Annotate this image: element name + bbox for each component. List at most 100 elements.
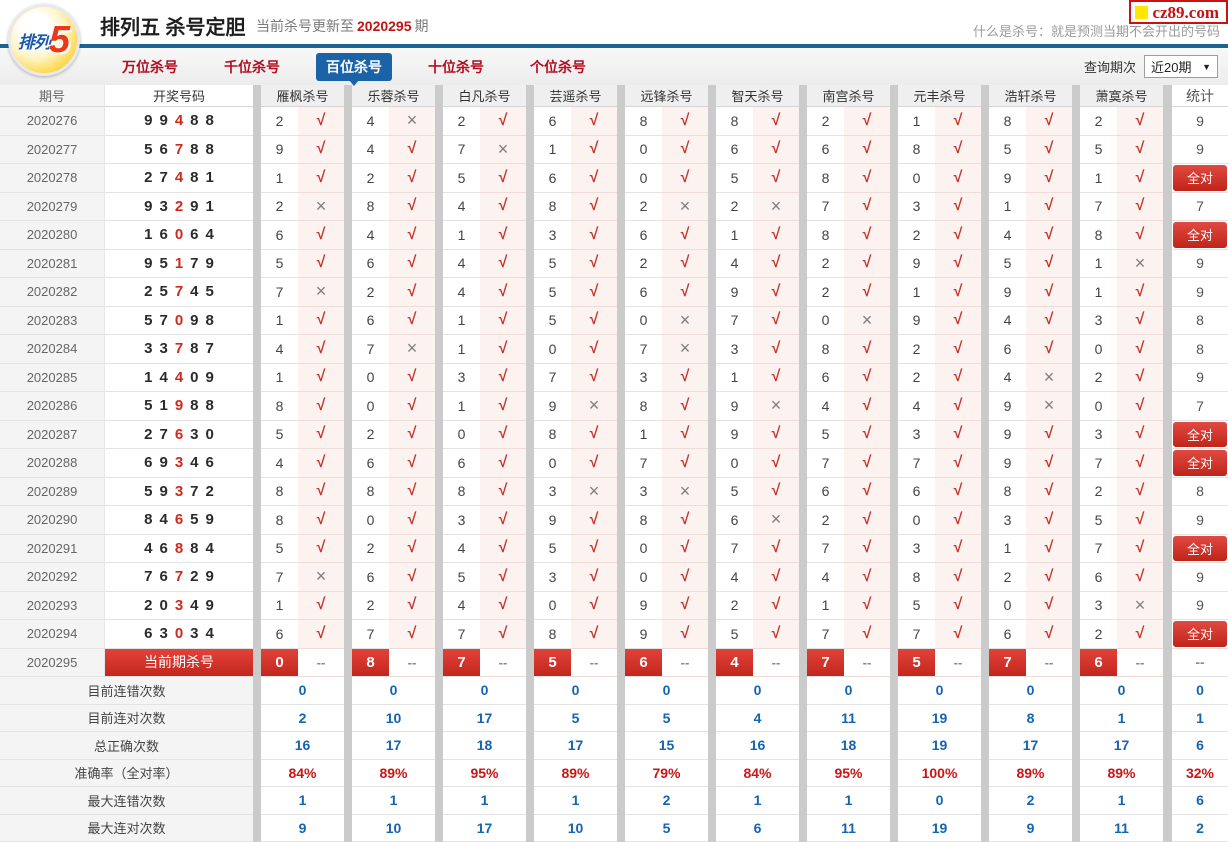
column-gap <box>1163 307 1172 336</box>
column-gap <box>890 193 898 222</box>
kill-mark-cell: √ <box>935 534 981 563</box>
summary-value: 1 <box>261 787 344 815</box>
check-icon: √ <box>771 311 781 329</box>
column-gap <box>890 760 898 788</box>
column-gap <box>981 164 989 193</box>
column-gap <box>1163 449 1172 478</box>
column-gap <box>1072 221 1080 250</box>
current-kill-number-cell: 5 <box>534 648 571 677</box>
draw-digit: 8 <box>190 140 199 158</box>
tab-千位杀号[interactable]: 千位杀号 <box>224 58 280 75</box>
column-gap <box>344 335 352 364</box>
kill-number-cell: 2 <box>716 591 753 620</box>
summary-label: 最大连对次数 <box>0 814 253 842</box>
brand-logo[interactable]: cz89.com <box>1129 0 1228 24</box>
kill-number-cell: 7 <box>625 449 662 478</box>
kill-number-cell: 0 <box>534 449 571 478</box>
draw-digit: 6 <box>159 226 168 244</box>
kill-mark-cell: × <box>389 335 435 364</box>
check-icon: √ <box>1044 140 1054 158</box>
kill-number-cell: 0 <box>534 335 571 364</box>
column-gap <box>344 760 352 788</box>
kill-mark-cell: √ <box>298 591 344 620</box>
cross-icon: × <box>1134 594 1146 615</box>
column-gap <box>435 815 443 842</box>
column-gap <box>708 364 716 393</box>
column-gap <box>617 364 625 393</box>
draw-digit: 7 <box>159 311 168 329</box>
kill-mark-cell: √ <box>1117 620 1163 649</box>
kill-mark-cell: √ <box>571 563 617 592</box>
stat-cell: 全对 <box>1172 534 1228 563</box>
stat-cell: 9 <box>1172 506 1228 535</box>
kill-mark-cell: × <box>1117 591 1163 620</box>
column-gap <box>799 335 807 364</box>
column-gap <box>435 85 443 107</box>
kill-number-cell: 0 <box>898 506 935 535</box>
column-gap <box>890 705 898 733</box>
kill-mark-cell: √ <box>662 420 708 449</box>
table-row: 2020281 9 5 1 7 9 5 √ 6 √ 4 √ 5 √ 2 √ 4 √ 2 √ 9 √ 5 √ 1 × 9 <box>0 249 1228 278</box>
summary-value: 89% <box>989 759 1072 787</box>
site-logo[interactable]: 排列 5 <box>8 4 80 76</box>
column-gap <box>253 478 261 507</box>
column-gap <box>981 421 989 450</box>
check-icon: √ <box>862 453 872 471</box>
kill-number-cell: 7 <box>807 449 844 478</box>
draw-digit: 7 <box>159 425 168 443</box>
column-gap <box>344 449 352 478</box>
column-gap <box>435 164 443 193</box>
tab-个位杀号[interactable]: 个位杀号 <box>530 58 586 75</box>
column-gap <box>890 506 898 535</box>
column-gap <box>526 478 534 507</box>
column-gap <box>1163 705 1172 733</box>
column-gap <box>799 449 807 478</box>
kill-mark-cell: √ <box>1117 335 1163 364</box>
check-icon: √ <box>862 225 872 243</box>
column-gap <box>617 85 625 107</box>
kill-mark-cell: √ <box>844 506 890 535</box>
kill-mark-cell: √ <box>662 506 708 535</box>
tab-十位杀号[interactable]: 十位杀号 <box>428 58 484 75</box>
column-gap <box>526 164 534 193</box>
kill-mark-cell: √ <box>389 164 435 193</box>
kill-number-cell: 6 <box>625 278 662 307</box>
check-icon: √ <box>862 254 872 272</box>
stat-cell: 9 <box>1172 249 1228 278</box>
kill-mark-cell: √ <box>662 563 708 592</box>
check-icon: √ <box>407 282 417 300</box>
cross-icon: × <box>315 195 327 216</box>
kill-number-cell: 3 <box>625 477 662 506</box>
tab-百位杀号[interactable]: 百位杀号 <box>316 52 392 81</box>
tab-万位杀号[interactable]: 万位杀号 <box>122 58 178 75</box>
kill-number-cell: 6 <box>716 506 753 535</box>
column-gap <box>708 815 716 842</box>
column-gap <box>890 649 898 678</box>
kill-number-cell: 5 <box>898 591 935 620</box>
kill-mark-cell: × <box>662 335 708 364</box>
stat-cell: 9 <box>1172 278 1228 307</box>
tab-bar-tabs: 万位杀号 千位杀号 百位杀号 十位杀号 个位杀号 <box>112 52 596 81</box>
kill-mark-cell: √ <box>1117 164 1163 193</box>
check-icon: √ <box>407 510 417 528</box>
summary-value: 100% <box>898 759 981 787</box>
column-gap <box>890 732 898 760</box>
period-range-select[interactable]: 近20期 ▼ <box>1144 55 1218 78</box>
column-gap <box>253 449 261 478</box>
check-icon: √ <box>1044 567 1054 585</box>
column-gap <box>981 221 989 250</box>
current-kill-number-cell: 7 <box>443 648 480 677</box>
kill-number-cell: 1 <box>1080 278 1117 307</box>
current-kill-banner: 当前期杀号 <box>105 648 253 677</box>
check-icon: √ <box>862 596 872 614</box>
column-gap <box>1072 535 1080 564</box>
check-icon: √ <box>771 282 781 300</box>
column-gap <box>526 620 534 649</box>
column-gap <box>617 478 625 507</box>
column-gap <box>1072 364 1080 393</box>
kill-mark-cell: √ <box>1026 591 1072 620</box>
column-gap <box>526 535 534 564</box>
column-gap <box>253 164 261 193</box>
stat-cell: 全对 <box>1172 449 1228 478</box>
draw-digit: 2 <box>144 425 153 443</box>
